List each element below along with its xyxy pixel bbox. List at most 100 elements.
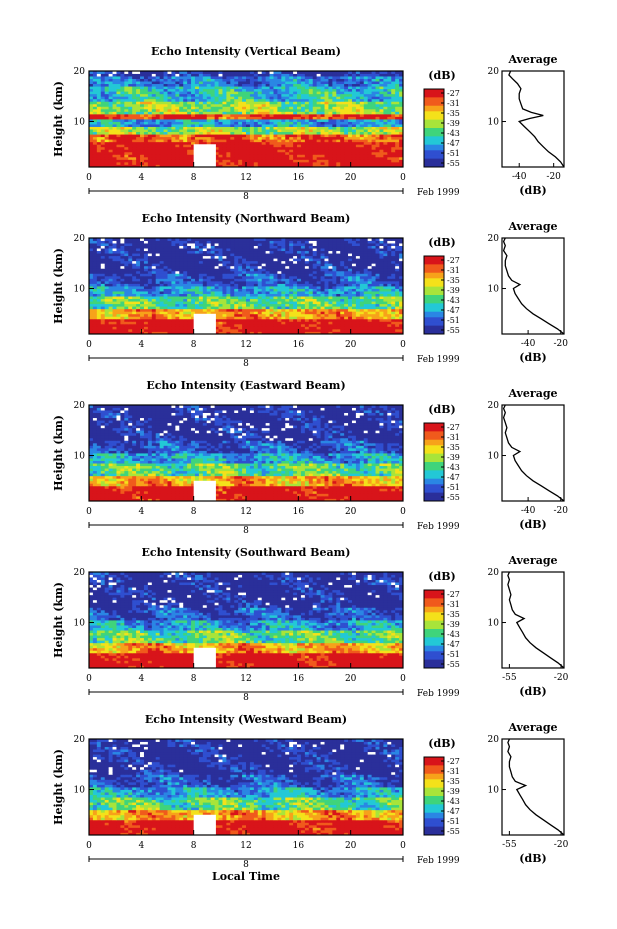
heatmap-cell — [367, 313, 373, 317]
heatmap-cell — [391, 129, 396, 133]
heatmap-cell — [249, 144, 255, 148]
heatmap-cell — [147, 331, 153, 335]
heatmap-cell — [246, 146, 251, 150]
heatmap-cells — [89, 71, 404, 168]
heatmap-cell — [92, 106, 98, 110]
heatmap-cell — [336, 124, 341, 127]
heatmap-cell — [214, 316, 219, 320]
heatmap-cell — [257, 121, 263, 125]
heatmap-cell — [96, 81, 102, 85]
heatmap-cell — [100, 83, 106, 87]
heatmap-cell — [143, 154, 149, 158]
heatmap-cell — [206, 113, 212, 117]
heatmap-cell — [316, 108, 321, 112]
heatmap-cell — [167, 121, 172, 125]
heatmap-cell — [104, 76, 110, 79]
heatmap-cell — [363, 313, 369, 317]
heatmap-cell — [143, 161, 149, 165]
x-tick-label: 12 — [240, 173, 251, 183]
heatmap-cell — [238, 86, 243, 90]
heatmap-cell — [104, 121, 110, 125]
heatmap-cell — [249, 301, 255, 305]
heatmap-cell — [265, 151, 270, 155]
heatmap-cell — [116, 71, 121, 74]
heatmap-cell — [112, 126, 117, 130]
heatmap-cell — [218, 331, 223, 335]
heatmap-cell — [308, 139, 314, 143]
heatmap-cell — [351, 76, 357, 79]
heatmap-cell — [136, 275, 141, 279]
heatmap-cell — [163, 303, 168, 307]
heatmap-cell — [108, 108, 113, 112]
heatmap-cell — [277, 78, 282, 82]
heatmap-cell — [249, 306, 255, 310]
heatmap-cell — [222, 73, 227, 77]
heatmap-cell — [218, 106, 223, 110]
heatmap-cell — [328, 308, 333, 312]
heatmap-cell — [163, 139, 168, 143]
heatmap-cell — [246, 76, 251, 79]
heatmap-cell — [324, 278, 329, 282]
heatmap-cell — [242, 293, 247, 297]
heatmap-cell — [238, 113, 243, 117]
heatmap-cell — [143, 129, 149, 133]
heatmap-cell — [261, 139, 267, 143]
heatmap-cell — [202, 306, 208, 310]
heatmap-cell — [218, 131, 223, 135]
heatmap-cell — [238, 278, 243, 282]
heatmap-cell — [230, 288, 235, 292]
heatmap-cell — [257, 108, 263, 112]
heatmap-cell — [285, 86, 290, 90]
heatmap-cell — [163, 164, 168, 168]
heatmap-cell — [230, 124, 235, 127]
heatmap-cell — [234, 136, 239, 140]
heatmap-cell — [308, 73, 314, 77]
heatmap-cell — [124, 323, 129, 327]
heatmap-cell — [312, 91, 318, 95]
heatmap-cell — [226, 321, 231, 325]
heatmap-cell — [120, 141, 125, 145]
heatmap-cell — [163, 86, 168, 90]
heatmap-cell — [183, 129, 188, 133]
heatmap-cell — [187, 93, 192, 97]
colorbar-swatch — [424, 125, 444, 129]
heatmap-cell — [218, 101, 223, 105]
heatmap-cell — [155, 129, 161, 133]
heatmap-cell — [214, 151, 219, 155]
heatmap-cell — [320, 149, 325, 153]
heatmap-cell — [100, 275, 106, 279]
heatmap-cell — [265, 88, 270, 92]
heatmap-cell — [293, 331, 298, 335]
heatmap-cell — [359, 303, 365, 307]
heatmap-cell — [387, 146, 392, 150]
heatmap-cell — [210, 134, 216, 138]
heatmap-cell — [281, 91, 286, 95]
heatmap-cell — [120, 126, 125, 130]
heatmap-cell — [281, 303, 286, 307]
heatmap-cell — [128, 323, 133, 327]
heatmap-cell — [316, 144, 321, 148]
heatmap-cell — [226, 96, 231, 100]
heatmap-cell — [140, 156, 145, 160]
heatmap-cell — [136, 298, 141, 302]
heatmap-cell — [249, 286, 255, 289]
heatmap-cell — [242, 303, 247, 307]
colorbar-swatch — [424, 111, 444, 115]
heatmap-cell — [261, 149, 267, 153]
heatmap-cell — [202, 111, 208, 115]
heatmap-cell — [249, 93, 255, 97]
heatmap-cell — [293, 291, 298, 294]
heatmap-cell — [332, 134, 337, 138]
heatmap-cell — [202, 288, 208, 292]
heatmap-cell — [183, 288, 188, 292]
heatmap-cell — [351, 275, 357, 279]
heatmap-cell — [140, 306, 145, 310]
heatmap-cell — [324, 96, 329, 100]
heatmap-cell — [348, 103, 353, 107]
heatmap-cell — [179, 154, 184, 158]
heatmap-cell — [120, 313, 125, 317]
heatmap-cell — [222, 78, 227, 82]
heatmap-cell — [355, 161, 361, 165]
heatmap-cell — [116, 311, 121, 315]
heatmap-cell — [355, 103, 361, 107]
